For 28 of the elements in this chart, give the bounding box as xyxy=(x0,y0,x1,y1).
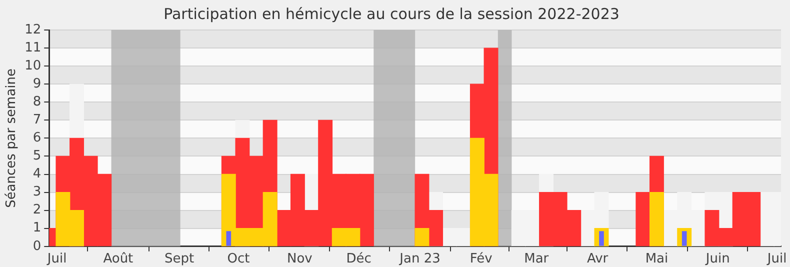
y-tick-label: 8 xyxy=(32,94,42,110)
y-axis-title: Séances par semaine xyxy=(4,68,20,208)
chart-title: Participation en hémicycle au cours de la session 2022-2023 xyxy=(164,4,620,23)
x-tick-label: Fév xyxy=(470,252,493,267)
x-tick-label: Juin xyxy=(704,252,730,267)
y-tick-label: 5 xyxy=(32,148,42,164)
y-tick-label: 1 xyxy=(32,220,42,236)
x-tick-label: Jan 23 xyxy=(398,252,440,267)
y-tick-label: 11 xyxy=(24,40,42,56)
x-tick-label: Mai xyxy=(645,252,668,267)
y-tick-label: 4 xyxy=(32,166,42,182)
x-tick-label: Juil xyxy=(766,252,787,267)
y-tick-label: 12 xyxy=(24,22,42,38)
x-tick-label: Avr xyxy=(586,252,609,267)
y-tick-label: 3 xyxy=(32,184,42,200)
y-tick-label: 2 xyxy=(32,202,42,218)
y-tick-label: 7 xyxy=(32,112,42,128)
x-tick-label: Nov xyxy=(286,252,313,267)
y-tick-label: 0 xyxy=(32,238,42,254)
x-tick-label: Août xyxy=(103,252,134,267)
x-tick-label: Juil xyxy=(46,252,67,267)
x-tick-label: Oct xyxy=(227,252,250,267)
x-tick-label: Déc xyxy=(346,252,372,267)
y-tick-label: 6 xyxy=(32,130,42,146)
x-tick-label: Sept xyxy=(164,252,194,267)
y-tick-label: 9 xyxy=(32,76,42,92)
x-tick-label: Mar xyxy=(524,252,550,267)
y-tick-label: 10 xyxy=(24,58,42,74)
